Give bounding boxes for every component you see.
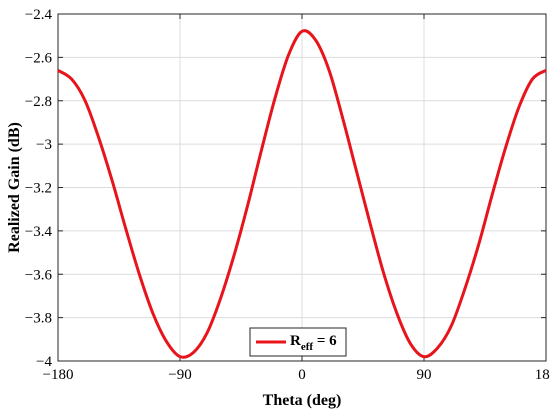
y-tick-label: −3 xyxy=(36,137,52,153)
y-tick-label: −4 xyxy=(36,354,52,370)
x-tick-label: −90 xyxy=(168,367,191,383)
y-tick-label: −3.8 xyxy=(25,311,52,327)
x-axis-title: Theta (deg) xyxy=(263,392,342,409)
x-tick-label: 90 xyxy=(417,367,432,383)
x-tick-label: 0 xyxy=(298,367,306,383)
series-line-reff-6 xyxy=(57,29,547,359)
y-axis-title: Realized Gain (dB) xyxy=(6,122,23,253)
legend: Reff = 6 xyxy=(249,327,347,357)
x-tick-label: −180 xyxy=(43,367,74,383)
legend-label-value: = 6 xyxy=(313,333,337,349)
y-tick-label: −3.6 xyxy=(25,267,53,283)
axis-ticks xyxy=(57,13,547,362)
tick-labels: −180 −90 0 90 180 −4 −3.8 −3.6 −3.4 −3.2 −3 −2.8 −2.… xyxy=(25,7,550,383)
y-tick-label: −3.2 xyxy=(25,181,52,197)
y-tick-label: −2.4 xyxy=(25,7,53,23)
y-tick-label: −2.6 xyxy=(25,50,53,66)
legend-label-reff: Reff = 6 xyxy=(290,333,337,353)
x-tick-label: 180 xyxy=(535,367,550,383)
y-tick-label: −2.8 xyxy=(25,94,52,110)
y-tick-label: −3.4 xyxy=(25,224,53,240)
legend-label-subscript: eff xyxy=(301,341,314,353)
legend-label-main: R xyxy=(290,333,301,349)
series-group xyxy=(57,29,547,359)
